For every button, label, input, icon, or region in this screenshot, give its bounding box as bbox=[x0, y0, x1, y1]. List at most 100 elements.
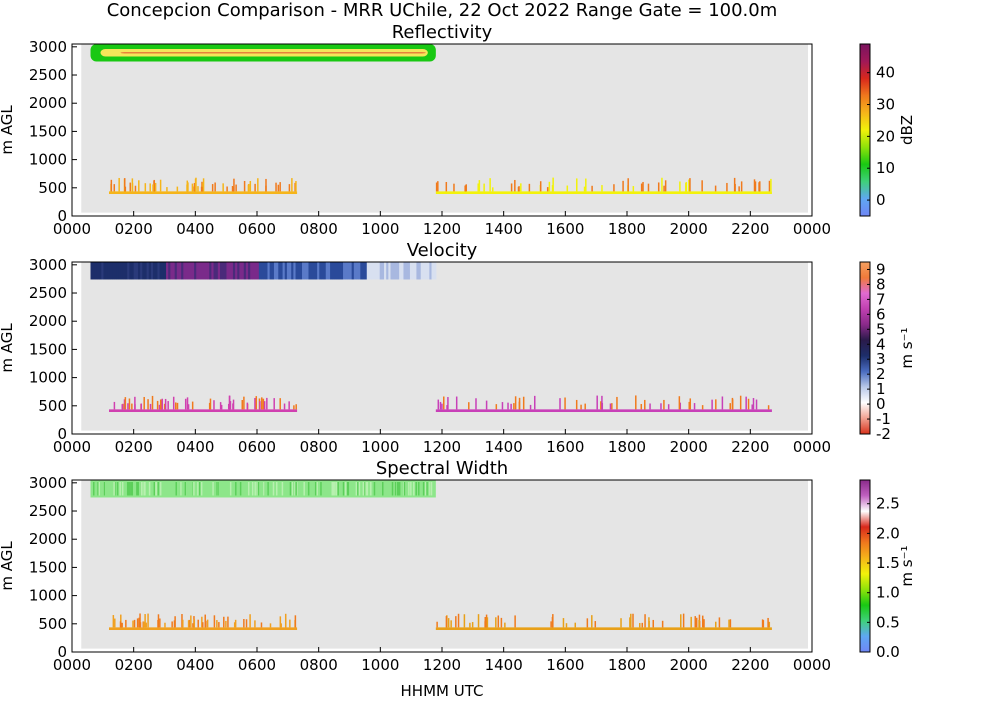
low-band-spike bbox=[596, 395, 598, 410]
spectral-texture bbox=[394, 482, 397, 496]
low-band-spike bbox=[193, 619, 196, 628]
data-region bbox=[81, 44, 808, 213]
x-tick-label: 0600 bbox=[238, 220, 276, 238]
low-band-spike bbox=[191, 183, 194, 192]
spectral-texture bbox=[381, 482, 384, 496]
low-band-spike bbox=[729, 619, 732, 628]
spectral-texture bbox=[153, 482, 156, 496]
velocity-cell bbox=[334, 262, 338, 280]
colorbar bbox=[859, 479, 871, 653]
y-tick-label: 3000 bbox=[29, 38, 67, 56]
velocity-cell bbox=[384, 262, 387, 280]
low-band-spike bbox=[260, 622, 263, 628]
velocity-cell bbox=[142, 262, 146, 280]
velocity-cell bbox=[317, 262, 320, 280]
y-tick-label: 500 bbox=[38, 615, 67, 633]
velocity-cell bbox=[187, 262, 191, 280]
low-band-spike bbox=[279, 398, 281, 410]
colorbar-tick-label: 6 bbox=[876, 305, 886, 323]
low-band-spike bbox=[128, 398, 131, 410]
low-band-spike bbox=[689, 178, 691, 192]
low-band-spike bbox=[455, 616, 457, 628]
low-band-spike bbox=[565, 623, 568, 628]
x-tick-label: 1000 bbox=[361, 656, 399, 674]
velocity-cell bbox=[254, 262, 258, 280]
x-tick-label: 1600 bbox=[546, 656, 584, 674]
low-band-spike bbox=[186, 397, 189, 410]
low-band-spike bbox=[642, 181, 644, 192]
low-band-spike bbox=[153, 179, 156, 192]
spectral-texture bbox=[229, 482, 232, 496]
low-band-spike bbox=[134, 185, 137, 192]
low-band-spike bbox=[667, 404, 670, 410]
spectral-texture bbox=[337, 482, 339, 496]
spectral-texture bbox=[294, 482, 296, 496]
low-band-spike bbox=[504, 622, 506, 628]
low-band-spike bbox=[131, 178, 134, 192]
low-band-spike bbox=[518, 186, 520, 192]
low-band-spike bbox=[166, 187, 168, 192]
low-band-spike bbox=[715, 621, 717, 628]
x-tick-label: 0600 bbox=[238, 656, 276, 674]
low-band-spike bbox=[745, 396, 747, 410]
y-tick-label: 1500 bbox=[29, 558, 67, 576]
velocity-cell bbox=[336, 262, 340, 280]
low-band-spike bbox=[562, 618, 565, 628]
low-band-spike bbox=[200, 186, 203, 192]
low-band-spike bbox=[123, 178, 126, 192]
velocity-cell bbox=[228, 262, 232, 280]
velocity-cell bbox=[213, 262, 217, 280]
low-band-spike bbox=[273, 398, 275, 410]
velocity-cell bbox=[202, 262, 206, 280]
low-band-spike bbox=[173, 620, 176, 628]
low-band-spike bbox=[465, 184, 468, 192]
low-band-spike bbox=[690, 616, 692, 628]
colorbar-tick-label: 40 bbox=[876, 64, 895, 82]
low-band-spike bbox=[586, 618, 589, 628]
low-band-spike bbox=[220, 404, 223, 410]
spectral-texture bbox=[92, 482, 95, 496]
low-band-spike bbox=[263, 401, 266, 410]
colorbar-tick-label: 8 bbox=[876, 275, 886, 293]
low-band-spike bbox=[113, 184, 116, 192]
low-band-spike bbox=[202, 622, 204, 628]
velocity-cell bbox=[353, 262, 357, 280]
low-band-spike bbox=[539, 181, 542, 192]
velocity-cell bbox=[286, 262, 290, 280]
spectral-texture bbox=[131, 482, 133, 496]
low-band-spike bbox=[121, 622, 123, 628]
velocity-cell bbox=[429, 262, 433, 280]
low-band-spike bbox=[550, 621, 552, 628]
low-band-spike bbox=[167, 401, 169, 410]
velocity-cell bbox=[407, 262, 411, 280]
low-band-spike bbox=[751, 404, 753, 410]
low-band-spike bbox=[468, 402, 470, 410]
x-tick-label: 0000 bbox=[53, 220, 91, 238]
low-band-spike bbox=[123, 399, 126, 410]
low-band-spike bbox=[184, 398, 187, 410]
low-band-spike bbox=[734, 183, 736, 192]
spectral-texture bbox=[357, 482, 359, 496]
velocity-cell bbox=[250, 262, 253, 280]
low-band-spike bbox=[121, 404, 123, 410]
low-band-spike bbox=[228, 395, 231, 410]
low-band-spike bbox=[213, 400, 215, 410]
low-band-spike bbox=[463, 614, 466, 628]
low-band bbox=[435, 191, 772, 195]
low-band-spike bbox=[632, 186, 635, 192]
low-band-spike bbox=[225, 620, 227, 628]
low-band-spike bbox=[489, 178, 491, 192]
y-tick-label: 3000 bbox=[29, 256, 67, 274]
low-band bbox=[435, 627, 772, 631]
velocity-cell bbox=[239, 262, 243, 280]
low-band-spike bbox=[644, 403, 646, 410]
velocity-cell bbox=[230, 262, 234, 280]
velocity-cell bbox=[394, 262, 398, 280]
velocity-cell bbox=[116, 262, 120, 280]
low-band-spike bbox=[211, 184, 214, 192]
low-band-spike bbox=[661, 620, 664, 628]
x-tick-label: 1400 bbox=[485, 438, 523, 456]
x-tick-label: 0400 bbox=[176, 220, 214, 238]
low-band-spike bbox=[222, 183, 224, 192]
low-band-spike bbox=[601, 185, 603, 192]
